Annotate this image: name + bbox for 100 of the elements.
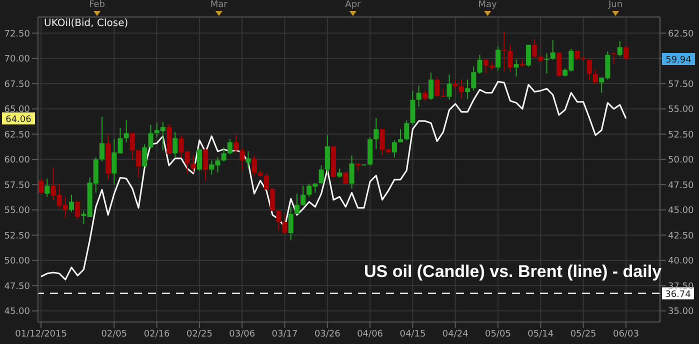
candlestick [586, 59, 592, 80]
candlestick [550, 40, 556, 60]
candlestick [282, 213, 288, 234]
candlestick [404, 120, 410, 141]
candlestick [508, 44, 513, 72]
candlestick [446, 74, 452, 100]
x-tick-label: 04/24 [442, 329, 469, 340]
y2-tick-label: 40.00 [668, 256, 694, 267]
y2-tick-label: 50.00 [668, 156, 694, 166]
x-tick-label: 03/26 [314, 329, 341, 340]
candlestick [544, 52, 550, 74]
candlestick [440, 88, 446, 98]
candlestick [172, 132, 178, 158]
y2-tick-label: 55.00 [668, 105, 694, 116]
text: 64.06 [6, 114, 32, 125]
text: Jun [608, 0, 623, 10]
y-tick-label: 47.50 [4, 282, 30, 292]
candlestick [130, 132, 135, 160]
candlestick [434, 77, 440, 98]
text: Mar [210, 0, 228, 10]
candlestick [288, 206, 294, 241]
candlestick [428, 72, 434, 100]
y-tick-label: 62.50 [4, 130, 30, 140]
text: US oil (Candle) vs. Brent (line) - daily [364, 262, 662, 282]
y-tick-label: 70.00 [4, 54, 30, 65]
candlestick [398, 128, 404, 143]
candlestick [526, 44, 531, 67]
y2-tick-label: 52.50 [668, 130, 694, 140]
candlestick [617, 40, 622, 57]
y-tick-label: 67.50 [4, 80, 30, 90]
candlestick [496, 46, 501, 72]
candlestick [374, 117, 379, 150]
y2-tick-label: 57.50 [668, 80, 694, 90]
x-tick-label: 04/15 [400, 329, 426, 340]
y-tick-label: 45.00 [4, 307, 30, 318]
candlestick [38, 178, 44, 194]
candlestick [276, 209, 282, 231]
candlestick [410, 90, 416, 126]
candlestick [196, 148, 202, 172]
text: Apr [345, 0, 362, 10]
candlestick [556, 52, 562, 78]
y2-tick-label: 47.50 [668, 180, 694, 191]
x-tick-label: 01/12/2015 [15, 329, 67, 340]
candlestick [422, 90, 428, 102]
y-tick-label: 65.00 [4, 105, 30, 116]
y-tick-label: 72.50 [4, 29, 30, 40]
x-tick-label: 05/25 [570, 329, 596, 340]
y-tick-label: 52.50 [4, 231, 30, 242]
chart-subtitle: UKOil(Bid, Close) [44, 18, 128, 29]
candlestick [203, 148, 208, 182]
candlestick [318, 164, 324, 184]
ref-line-label: 36.74 [665, 290, 692, 300]
candlestick [69, 194, 74, 212]
y-tick-label: 57.50 [4, 180, 30, 191]
y-tick-label: 55.00 [4, 206, 30, 216]
candlestick [234, 134, 239, 153]
candlestick [142, 144, 148, 167]
y2-tick-label: 35.00 [668, 307, 694, 318]
candlestick [124, 120, 129, 143]
candlestick [452, 79, 458, 90]
candlestick [343, 171, 348, 184]
x-tick-label: 06/03 [612, 329, 639, 340]
candlestick [465, 79, 470, 100]
candlestick [324, 134, 330, 174]
candlestick [483, 58, 488, 74]
candlestick [99, 116, 104, 162]
candlestick [623, 46, 628, 60]
candlestick [44, 178, 50, 198]
candlestick [611, 52, 616, 64]
candlestick [458, 79, 464, 100]
y-tick-label: 60.00 [4, 156, 30, 166]
x-tick-label: 03/06 [229, 329, 256, 340]
candlestick [227, 138, 232, 155]
candlestick [75, 200, 80, 220]
y2-tick-label: 62.50 [668, 29, 694, 40]
x-tick-label: 02/05 [101, 329, 128, 340]
candlestick [349, 154, 354, 190]
candlestick [592, 69, 598, 84]
candlestick [148, 124, 154, 149]
candlestick [190, 154, 196, 174]
candlestick [514, 58, 519, 78]
y2-tick-label: 45.00 [668, 206, 694, 216]
x-tick-label: 02/25 [186, 329, 212, 340]
candlestick [246, 150, 251, 168]
text: Feb [89, 0, 106, 10]
candlestick [337, 168, 342, 178]
candlestick [392, 140, 397, 158]
candlestick [252, 154, 257, 178]
x-tick-label: 05/05 [485, 329, 511, 340]
candlestick [532, 38, 538, 58]
x-tick-label: 03/17 [272, 329, 298, 340]
y-tick-label: 50.00 [4, 256, 30, 267]
text: May [478, 0, 498, 10]
x-tick-label: 05/14 [528, 329, 554, 340]
candlestick [221, 146, 226, 162]
candlestick [136, 150, 142, 178]
candlestick [300, 185, 306, 206]
candlestick [416, 85, 422, 108]
candlestick [240, 146, 245, 172]
x-tick-label: 04/06 [357, 329, 384, 340]
